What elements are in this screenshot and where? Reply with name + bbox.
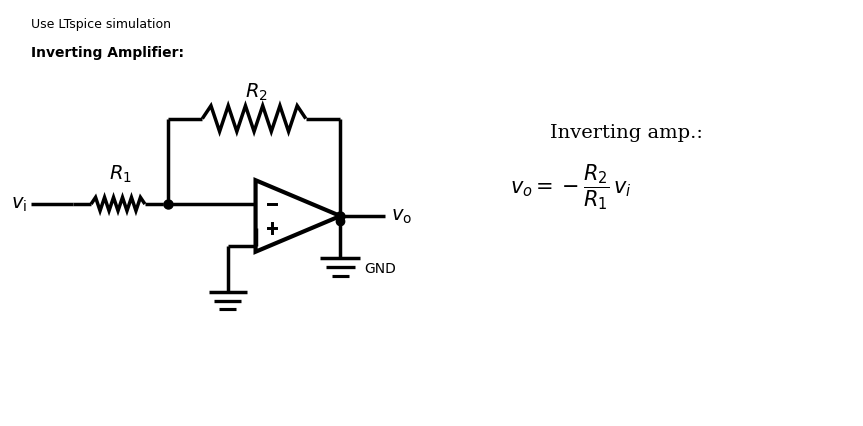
Text: $v_\mathrm{o}$: $v_\mathrm{o}$ — [391, 207, 413, 226]
Text: GND: GND — [364, 261, 396, 275]
Text: $R_1$: $R_1$ — [109, 164, 131, 185]
Text: Inverting amp.:: Inverting amp.: — [550, 123, 702, 141]
Text: Inverting Amplifier:: Inverting Amplifier: — [31, 46, 185, 60]
Text: $v_\mathrm{i}$: $v_\mathrm{i}$ — [11, 196, 28, 214]
Text: Use LTspice simulation: Use LTspice simulation — [31, 18, 171, 31]
Text: $R_2$: $R_2$ — [245, 81, 268, 103]
Text: $v_o = -\dfrac{R_2}{R_1}\,v_i$: $v_o = -\dfrac{R_2}{R_1}\,v_i$ — [510, 162, 632, 212]
